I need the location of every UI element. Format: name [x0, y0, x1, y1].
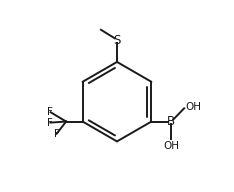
Text: F: F: [54, 129, 59, 139]
Text: F: F: [47, 118, 53, 128]
Text: F: F: [47, 107, 53, 117]
Text: S: S: [113, 34, 121, 47]
Text: OH: OH: [186, 102, 201, 112]
Text: OH: OH: [163, 141, 179, 151]
Text: B: B: [167, 115, 175, 128]
